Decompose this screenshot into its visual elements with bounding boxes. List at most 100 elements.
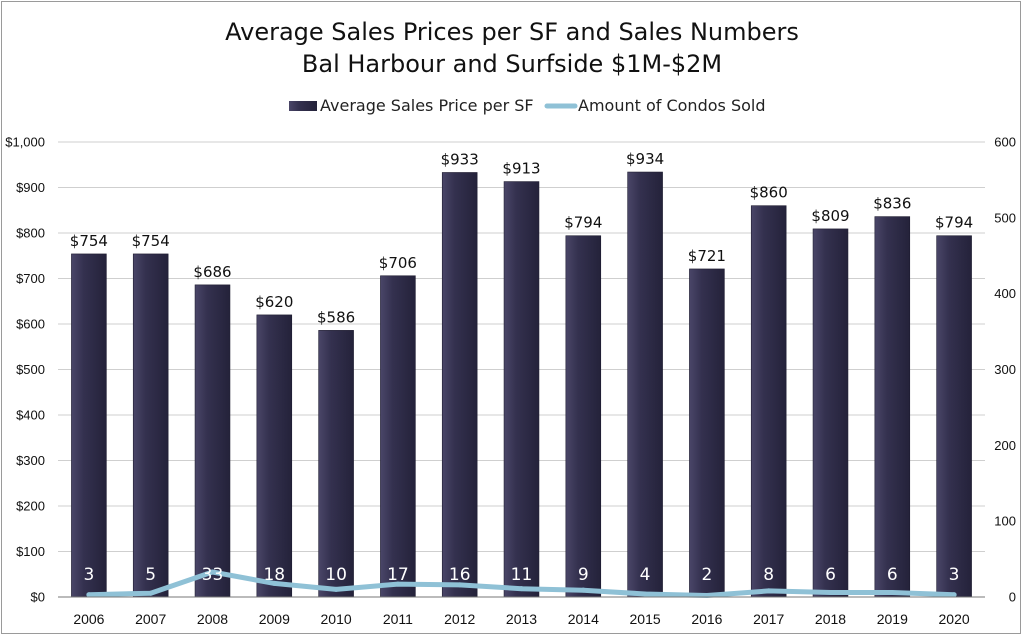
x-tick-label: 2009 xyxy=(259,611,290,627)
x-tick-label: 2006 xyxy=(73,611,104,627)
sold-count-label: 3 xyxy=(83,565,94,585)
sold-count-label: 2 xyxy=(701,565,712,585)
price-bar-label: $754 xyxy=(70,232,108,250)
left-axis-ticks: $0 $100 $200 $300 $400 $500 $600 $700 $800 $900 $1… xyxy=(5,135,45,605)
sold-point xyxy=(951,592,957,598)
sold-point xyxy=(519,586,524,592)
left-tick-label: $100 xyxy=(16,544,45,559)
price-bar-label: $620 xyxy=(255,293,293,311)
chart-subtitle: Bal Harbour and Surfside $1M-$2M xyxy=(302,50,722,78)
price-bar-label: $754 xyxy=(132,232,170,250)
price-bar xyxy=(627,171,663,598)
left-tick-label: $300 xyxy=(16,453,45,468)
sold-point xyxy=(889,589,895,595)
sold-count-label: 5 xyxy=(145,565,156,585)
price-bar-label: $934 xyxy=(626,150,664,168)
legend-label-bars: Average Sales Price per SF xyxy=(320,96,534,115)
x-tick-label: 2013 xyxy=(506,611,537,627)
sold-point xyxy=(580,587,586,593)
price-bar xyxy=(318,330,354,598)
sold-point xyxy=(333,586,339,592)
x-tick-label: 2010 xyxy=(321,611,352,627)
price-bar xyxy=(936,235,972,598)
price-bar-label: $860 xyxy=(750,184,788,202)
price-bar-label: $809 xyxy=(811,207,849,225)
sold-count-label: 6 xyxy=(825,565,836,585)
price-bar xyxy=(689,268,725,598)
right-tick-label: 400 xyxy=(994,286,1016,301)
legend-swatch-bars xyxy=(289,101,317,111)
price-bar xyxy=(503,181,540,598)
price-bar-label: $794 xyxy=(564,214,602,232)
x-tick-label: 2018 xyxy=(815,611,846,627)
right-tick-label: 200 xyxy=(994,438,1016,453)
left-tick-label: $700 xyxy=(16,271,45,286)
price-bar xyxy=(194,284,231,598)
sold-point xyxy=(766,588,772,594)
sold-count-label: 6 xyxy=(887,565,898,585)
price-bar-label: $913 xyxy=(502,160,540,178)
left-tick-label: $0 xyxy=(31,590,45,605)
sold-count-label: 33 xyxy=(202,565,224,585)
x-tick-label: 2012 xyxy=(444,611,475,627)
right-tick-label: 0 xyxy=(1009,590,1016,605)
price-bar xyxy=(71,253,107,598)
price-bar xyxy=(874,216,911,598)
price-bar xyxy=(812,228,849,598)
price-bar xyxy=(750,205,787,598)
right-tick-label: 500 xyxy=(994,210,1016,225)
sold-point xyxy=(457,582,463,588)
sold-count-label: 18 xyxy=(263,565,285,585)
sold-point xyxy=(642,591,648,597)
sold-point xyxy=(271,580,277,586)
sold-point xyxy=(828,589,833,595)
sold-count-label: 8 xyxy=(763,565,774,585)
left-tick-label: $1,000 xyxy=(5,135,45,150)
right-tick-label: 300 xyxy=(994,362,1016,377)
sold-point xyxy=(210,569,215,575)
sold-count-label: 17 xyxy=(387,565,409,585)
x-tick-label: 2020 xyxy=(939,611,970,627)
bars xyxy=(71,171,972,598)
price-bar-label: $706 xyxy=(379,254,417,272)
left-tick-label: $400 xyxy=(16,408,45,423)
x-axis-ticks: 2006 2007 2008 2009 2010 2011 2012 2013 2014 2015… xyxy=(73,611,970,627)
legend: Average Sales Price per SF Amount of Con… xyxy=(289,96,765,115)
price-bar-label: $836 xyxy=(873,195,911,213)
left-tick-label: $600 xyxy=(16,317,45,332)
price-bar-label: $794 xyxy=(935,214,973,232)
price-bar-label: $933 xyxy=(441,150,479,168)
x-tick-label: 2014 xyxy=(568,611,599,627)
x-tick-label: 2016 xyxy=(691,611,722,627)
sold-count-label: 9 xyxy=(578,565,589,585)
right-axis-ticks: 0 100 200 300 400 500 600 xyxy=(994,135,1016,605)
x-tick-label: 2007 xyxy=(135,611,166,627)
sold-point xyxy=(148,590,154,596)
price-bar xyxy=(256,314,293,598)
sold-point xyxy=(395,581,401,587)
legend-label-line: Amount of Condos Sold xyxy=(578,96,765,115)
sold-count-label: 3 xyxy=(949,565,960,585)
sold-line xyxy=(86,569,957,598)
x-tick-label: 2015 xyxy=(630,611,661,627)
chart-title: Average Sales Prices per SF and Sales Nu… xyxy=(225,18,799,46)
x-tick-label: 2017 xyxy=(753,611,784,627)
left-tick-label: $900 xyxy=(16,180,45,195)
left-tick-label: $500 xyxy=(16,362,45,377)
x-tick-label: 2008 xyxy=(197,611,228,627)
right-tick-label: 600 xyxy=(994,135,1016,150)
price-bar xyxy=(565,235,602,598)
price-bar-label: $586 xyxy=(317,308,355,326)
price-bar xyxy=(132,253,169,598)
x-tick-label: 2019 xyxy=(877,611,908,627)
sold-count-label: 10 xyxy=(325,565,347,585)
sold-count-label: 16 xyxy=(449,565,471,585)
left-tick-label: $200 xyxy=(16,499,45,514)
right-tick-label: 100 xyxy=(994,514,1016,529)
price-bar-label: $721 xyxy=(688,247,726,265)
sold-count-label: 4 xyxy=(640,565,651,585)
sold-count-label: 11 xyxy=(511,565,533,585)
left-tick-label: $800 xyxy=(16,226,45,241)
sold-count-labels: 3 5 33 18 10 17 16 11 9 4 2 8 6 6 3 xyxy=(83,565,959,585)
